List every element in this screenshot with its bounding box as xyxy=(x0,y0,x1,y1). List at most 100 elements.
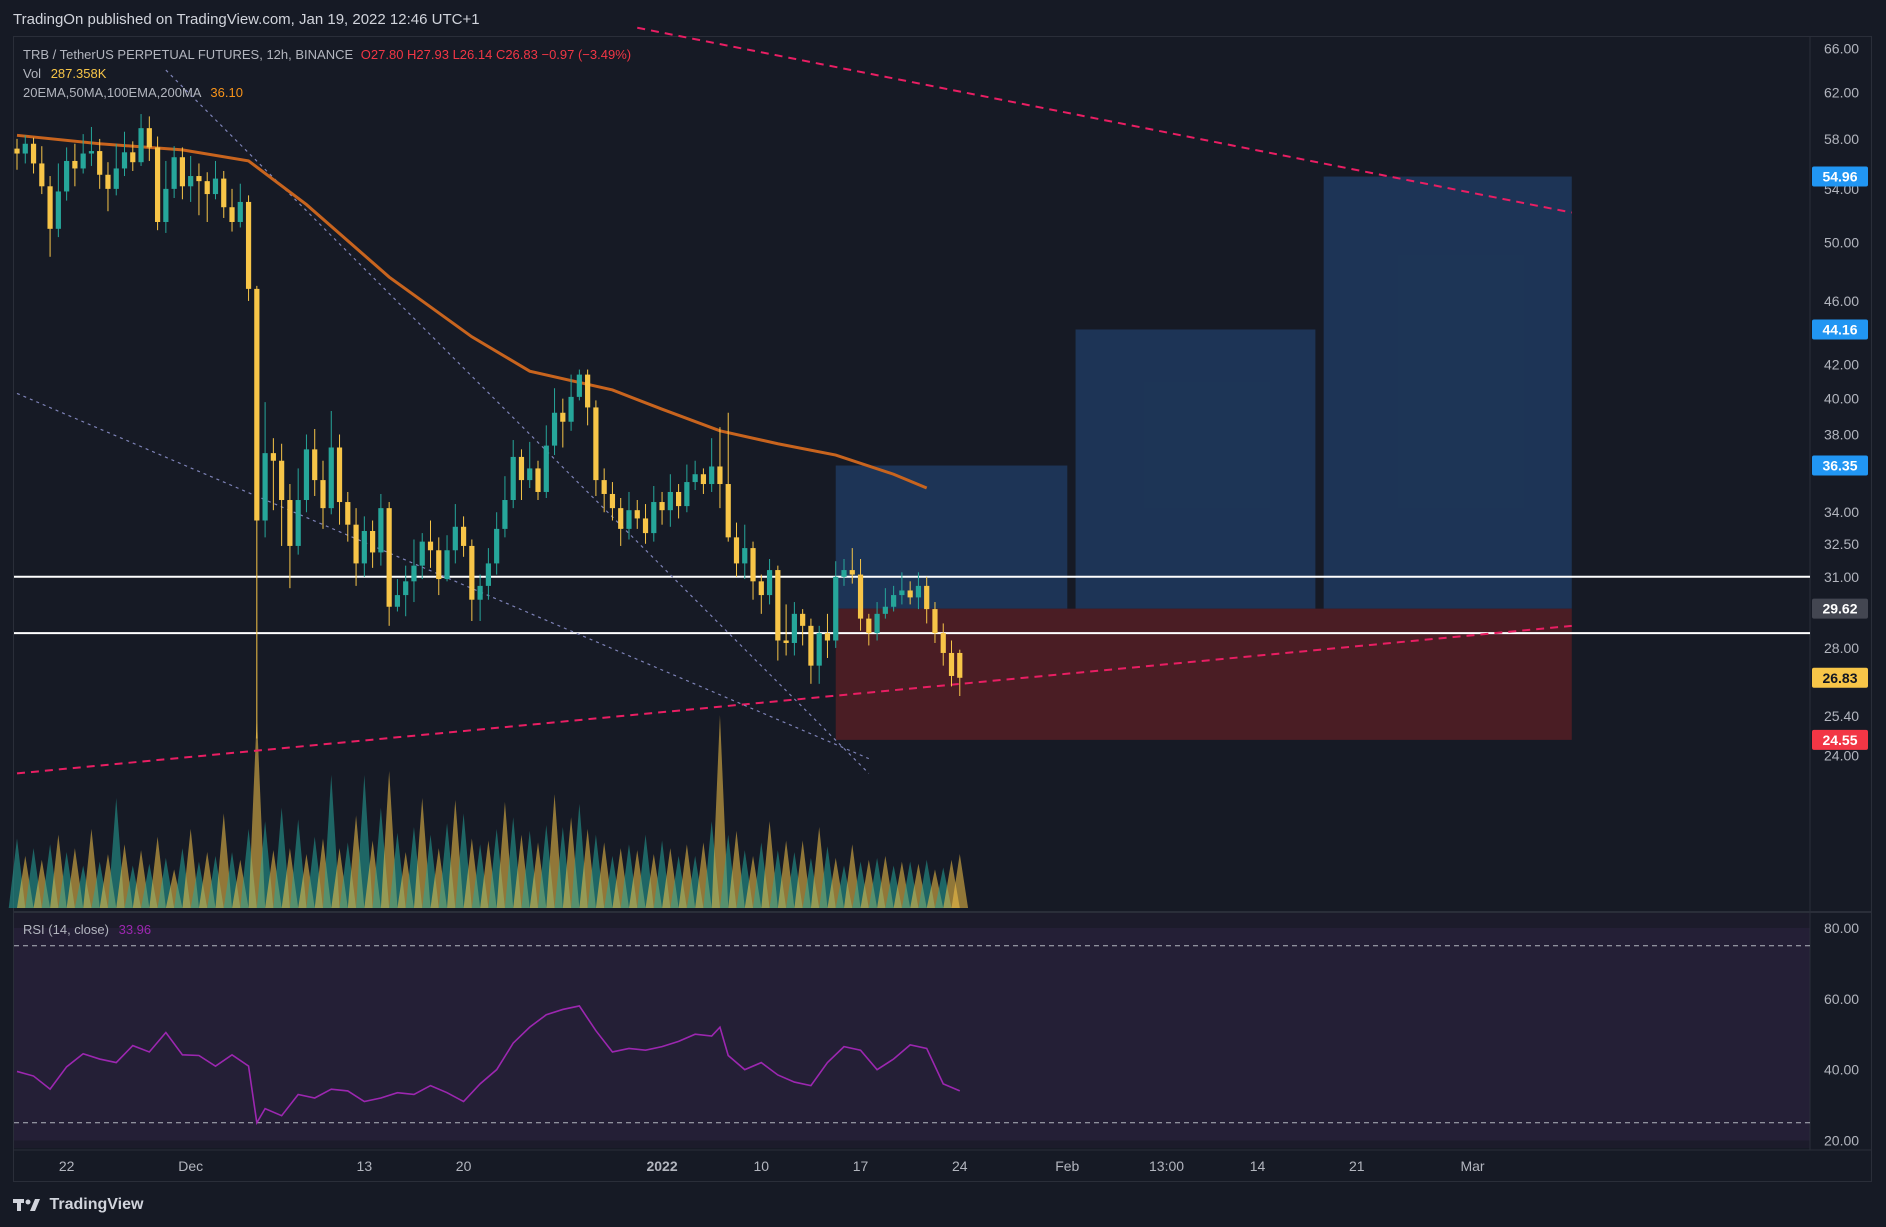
candle xyxy=(303,449,310,501)
candle xyxy=(444,550,450,580)
candle xyxy=(270,453,276,461)
rsi-tick-label: 20.00 xyxy=(1824,1133,1859,1149)
time-tick-label: 21 xyxy=(1349,1158,1365,1174)
candle xyxy=(436,550,442,580)
candle xyxy=(742,548,748,564)
candle xyxy=(212,178,219,195)
candle xyxy=(576,374,582,397)
time-tick-label: 2022 xyxy=(646,1158,677,1174)
candle xyxy=(626,510,632,529)
price-tick-label: 50.00 xyxy=(1824,235,1859,251)
stop-zone xyxy=(835,608,1572,740)
ma-value: 36.10 xyxy=(210,85,243,100)
price-tick-label: 38.00 xyxy=(1824,426,1859,442)
target-zone-2 xyxy=(1075,329,1316,609)
price-tick-label: 42.00 xyxy=(1824,357,1859,373)
rsi-line xyxy=(16,1005,961,1126)
candle xyxy=(833,576,839,641)
volume-value: 287.358K xyxy=(50,66,107,81)
chart-frame xyxy=(13,36,1872,1182)
rsi-label: RSI (14, close) xyxy=(23,922,109,937)
price-axis: 66.0062.0058.0054.0050.0046.0042.0040.00… xyxy=(1812,41,1868,1149)
candle xyxy=(725,484,731,538)
candle xyxy=(64,160,70,192)
time-tick-label: Dec xyxy=(178,1158,203,1174)
candle xyxy=(808,625,814,666)
candle xyxy=(204,181,210,195)
candle xyxy=(874,613,880,634)
price-tag xyxy=(1812,166,1868,187)
candle xyxy=(816,633,822,666)
candle xyxy=(651,502,657,534)
candle xyxy=(510,456,516,501)
price-tick-label: 40.00 xyxy=(1824,391,1859,407)
symbol-row[interactable]: TRB / TetherUS PERPETUAL FUTURES, 12h, B… xyxy=(23,45,631,64)
price-tag-label: 24.55 xyxy=(1822,732,1857,748)
time-tick-label: 10 xyxy=(754,1158,770,1174)
price-tick-label: 32.50 xyxy=(1824,536,1859,552)
publish-header: TradingOn published on TradingView.com, … xyxy=(0,0,1886,36)
price-tick-label: 34.00 xyxy=(1824,504,1859,520)
candle xyxy=(593,407,599,481)
candle xyxy=(196,176,202,182)
candle xyxy=(14,148,20,154)
candle xyxy=(452,526,458,551)
price-tag-label: 36.35 xyxy=(1822,458,1857,474)
candle xyxy=(403,581,409,596)
candle xyxy=(345,502,351,525)
candle xyxy=(535,468,541,492)
price-tag xyxy=(1812,598,1868,619)
price-tick-label: 24.00 xyxy=(1824,748,1859,764)
candle xyxy=(957,652,963,678)
time-tick-label: 13 xyxy=(357,1158,373,1174)
candle xyxy=(121,152,128,169)
candle xyxy=(130,152,136,163)
candle xyxy=(39,163,45,187)
candle xyxy=(891,595,897,607)
candle xyxy=(527,468,533,481)
price-tag xyxy=(1812,667,1868,688)
candle xyxy=(568,396,574,422)
candle xyxy=(750,548,756,582)
rsi-legend[interactable]: RSI (14, close) 33.96 xyxy=(23,922,151,937)
candle xyxy=(676,491,682,507)
volume-label: Vol xyxy=(23,66,42,81)
candle xyxy=(154,147,161,223)
volume-bar xyxy=(248,715,266,908)
time-axis: 22 Dec 13 20 2022 10 17 24 Feb 13:00 14 21 Mar xyxy=(59,1158,1485,1174)
volume-row[interactable]: Vol 287.358K xyxy=(23,64,631,83)
candle xyxy=(915,585,922,598)
candle xyxy=(642,518,649,534)
candle xyxy=(766,570,773,596)
rsi-tick-label: 80.00 xyxy=(1824,920,1859,936)
candle xyxy=(932,609,938,634)
candle xyxy=(518,456,525,481)
ma200-line xyxy=(16,133,928,490)
rsi-band-bg xyxy=(14,928,1810,1141)
candle xyxy=(394,595,401,607)
footer-brand[interactable]: TradingView xyxy=(13,1196,143,1220)
tradingview-logo-icon xyxy=(13,1198,40,1211)
price-tag-label: 54.96 xyxy=(1822,169,1857,185)
candle xyxy=(312,449,318,481)
time-tick-label: Feb xyxy=(1055,1158,1079,1174)
candle xyxy=(370,530,376,553)
candle xyxy=(907,590,913,598)
candle xyxy=(171,157,177,189)
trendlines xyxy=(16,26,1572,775)
price-tag-label: 29.62 xyxy=(1822,601,1857,617)
trendline xyxy=(637,26,1572,214)
candle xyxy=(485,563,491,586)
candle xyxy=(791,613,797,643)
candle xyxy=(692,474,698,483)
candle xyxy=(188,176,194,187)
ma-row[interactable]: 20EMA,50MA,100EMA,200MA 36.10 xyxy=(23,83,631,102)
candle xyxy=(320,480,326,509)
candle xyxy=(47,186,53,229)
candle xyxy=(824,633,831,641)
candle xyxy=(700,474,707,485)
candle xyxy=(30,143,37,164)
price-tick-label: 58.00 xyxy=(1824,131,1859,147)
candle xyxy=(245,201,252,289)
